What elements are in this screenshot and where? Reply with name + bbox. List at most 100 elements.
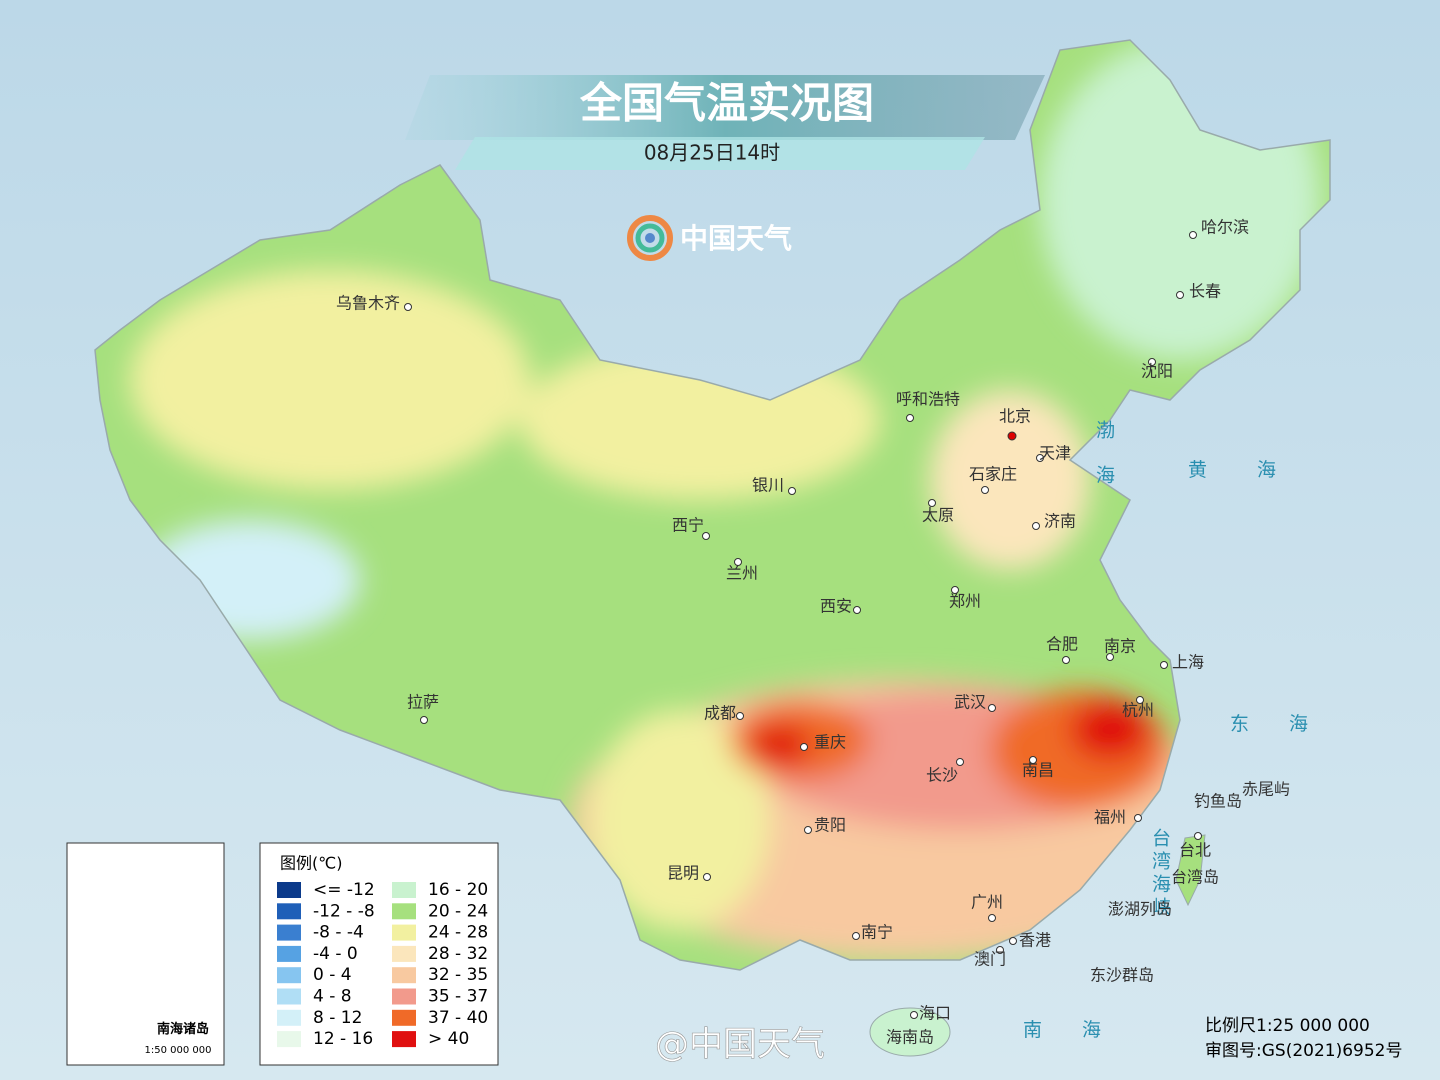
- legend-label: 28 - 32: [428, 944, 488, 964]
- legend-swatch: [392, 903, 416, 920]
- city-dot: [734, 558, 742, 566]
- legend-label: 8 - 12: [313, 1008, 362, 1028]
- city-label: 合肥: [1046, 635, 1078, 654]
- city-dot: [703, 873, 711, 881]
- city-label: 乌鲁木齐: [336, 294, 400, 313]
- legend-swatch: [277, 1031, 301, 1048]
- legend-title: 图例(℃): [280, 854, 342, 873]
- city-dot: [800, 743, 808, 751]
- city-label: 郑州: [949, 592, 981, 611]
- legend-label: 37 - 40: [428, 1008, 488, 1028]
- city-label: 贵阳: [814, 816, 846, 835]
- scale: 比例尺1:25 000 000: [1205, 1016, 1370, 1036]
- city-label: 西安: [820, 597, 852, 616]
- legend-label: 16 - 20: [428, 880, 488, 900]
- sea-label: 南海: [1023, 1019, 1141, 1041]
- legend-label: <= -12: [313, 880, 375, 900]
- legend-swatch: [392, 882, 416, 898]
- island-label: 海南岛: [886, 1028, 934, 1047]
- city-label: 海口: [919, 1004, 951, 1023]
- city-dot: [988, 704, 996, 712]
- city-dot: [1160, 661, 1168, 669]
- city-dot: [702, 532, 710, 540]
- legend-swatch: [392, 1009, 416, 1026]
- city-label: 重庆: [814, 733, 846, 752]
- watermark: @中国天气: [655, 1025, 825, 1065]
- city-label: 福州: [1094, 808, 1126, 827]
- city-label: 银川: [752, 476, 784, 495]
- title-banner: [405, 75, 1045, 140]
- city-label: 天津: [1039, 444, 1071, 463]
- legend-swatch: [392, 1031, 416, 1048]
- city-dot: [736, 712, 744, 720]
- city-dot: [1134, 814, 1142, 822]
- legend-label: -8 - -4: [313, 923, 364, 943]
- subtitle-banner: [455, 137, 985, 170]
- island-label: 澎湖列岛: [1108, 900, 1172, 919]
- legend-label: 4 - 8: [313, 987, 352, 1007]
- city-dot: [996, 946, 1004, 954]
- legend-label: 24 - 28: [428, 923, 488, 943]
- sea-label: 渤海: [1093, 420, 1115, 510]
- legend-label: > 40: [428, 1029, 469, 1049]
- legend-label: 32 - 35: [428, 965, 488, 985]
- legend-swatch: [277, 1009, 301, 1026]
- legend-swatch: [277, 988, 301, 1005]
- city-label: 武汉: [954, 693, 986, 712]
- legend-label: -4 - 0: [313, 944, 358, 964]
- legend-swatch: [277, 924, 301, 941]
- approval: 审图号:GS(2021)6952号: [1205, 1041, 1402, 1061]
- legend-swatch: [277, 967, 301, 984]
- inset-box: [66, 842, 225, 1066]
- island-label: 钓鱼岛: [1194, 792, 1242, 811]
- title: 全国气温实况图: [579, 79, 874, 128]
- city-dot: [906, 414, 914, 422]
- city-dot: [910, 1011, 918, 1019]
- city-label: 拉萨: [407, 693, 439, 712]
- city-label: 长沙: [926, 766, 958, 785]
- city-dot: [956, 758, 964, 766]
- city-dot: [853, 606, 861, 614]
- city-dot: [1136, 696, 1144, 704]
- city-dot: [404, 303, 412, 311]
- city-label: 济南: [1044, 512, 1076, 531]
- city-dot: [1009, 937, 1017, 945]
- legend-swatch: [392, 967, 416, 984]
- city-label: 哈尔滨: [1201, 218, 1249, 237]
- city-label: 台北: [1179, 841, 1211, 860]
- city-dot: [852, 932, 860, 940]
- sea-label: 黄海: [1188, 459, 1326, 481]
- brand: 中国天气: [680, 222, 792, 255]
- legend-label: 35 - 37: [428, 987, 488, 1007]
- city-label: 澳门: [974, 950, 1006, 969]
- city-dot: [1032, 522, 1040, 530]
- city-dot: [1007, 431, 1017, 441]
- city-dot: [1148, 358, 1156, 366]
- city-dot: [1106, 653, 1114, 661]
- legend-swatch: [392, 988, 416, 1005]
- city-label: 长春: [1189, 282, 1221, 301]
- city-dot: [951, 586, 959, 594]
- legend-label: -12 - -8: [313, 901, 375, 921]
- city-label: 北京: [999, 407, 1031, 426]
- city-label: 沈阳: [1141, 362, 1173, 381]
- city-label: 石家庄: [969, 465, 1017, 484]
- island-label: 赤尾屿: [1242, 780, 1290, 799]
- city-label: 昆明: [667, 864, 699, 883]
- legend-swatch: [392, 924, 416, 941]
- island-label: 东沙群岛: [1090, 966, 1154, 985]
- city-dot: [804, 826, 812, 834]
- city-label: 呼和浩特: [896, 390, 960, 409]
- city-dot: [420, 716, 428, 724]
- legend-label: 0 - 4: [313, 965, 352, 985]
- city-dot: [928, 499, 936, 507]
- island-label: 台湾岛: [1171, 868, 1219, 887]
- city-label: 南京: [1104, 637, 1136, 656]
- city-dot: [1036, 454, 1044, 462]
- sea-label: 台湾海峡: [1149, 828, 1171, 920]
- city-label: 香港: [1019, 931, 1051, 950]
- city-label: 西宁: [672, 516, 704, 535]
- city-dot: [1194, 832, 1202, 840]
- legend-swatch: [277, 882, 301, 898]
